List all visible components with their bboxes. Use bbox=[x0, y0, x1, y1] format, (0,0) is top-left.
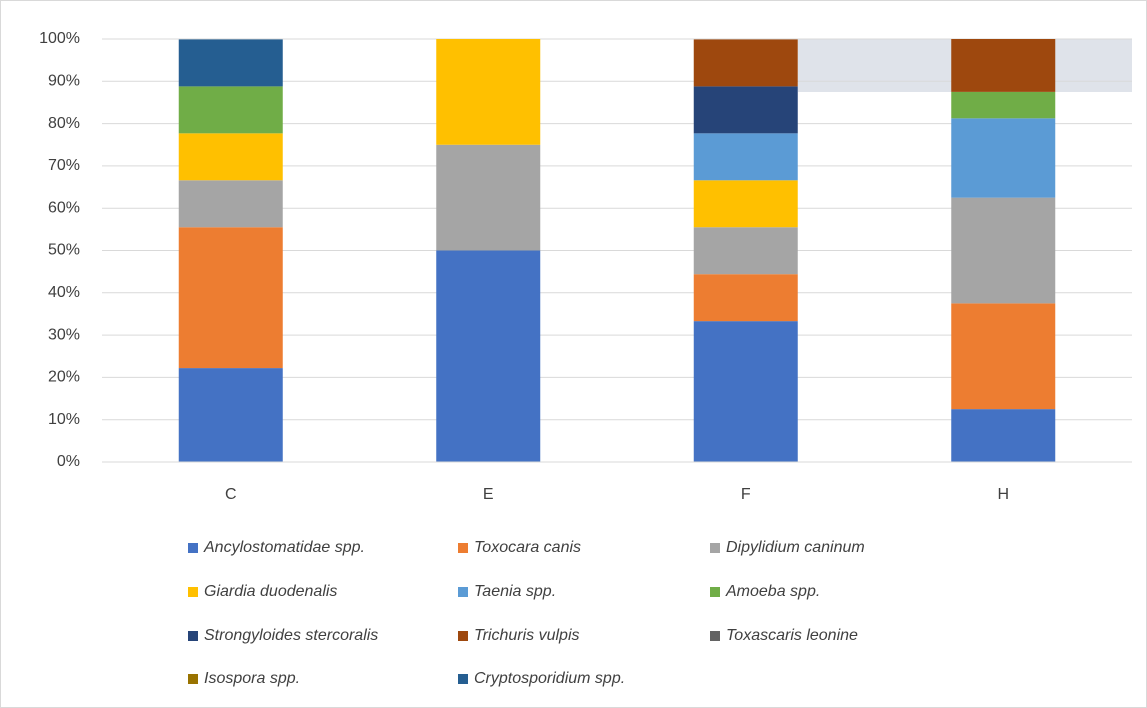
legend-swatch bbox=[458, 631, 468, 641]
legend-label: Cryptosporidium spp. bbox=[474, 670, 625, 687]
y-tick-label: 50% bbox=[48, 242, 80, 259]
y-tick-label: 80% bbox=[48, 115, 80, 132]
bar-segment bbox=[178, 133, 283, 181]
legend-label: Taenia spp. bbox=[474, 583, 556, 600]
x-tick-label: C bbox=[225, 486, 237, 503]
bar-segment bbox=[436, 250, 541, 462]
bar-segment bbox=[951, 118, 1056, 198]
bar-segment bbox=[693, 86, 798, 134]
y-tick-label: 90% bbox=[48, 73, 80, 90]
legend-swatch bbox=[458, 674, 468, 684]
y-tick-label: 10% bbox=[48, 411, 80, 428]
legend-label: Toxocara canis bbox=[474, 539, 581, 556]
legend-swatch bbox=[188, 674, 198, 684]
bar-segment bbox=[951, 39, 1056, 92]
bar-segment bbox=[951, 197, 1056, 304]
legend-label: Isospora spp. bbox=[204, 670, 300, 687]
legend-swatch bbox=[710, 543, 720, 553]
legend-swatch bbox=[188, 631, 198, 641]
x-tick-label: E bbox=[483, 486, 494, 503]
y-tick-label: 0% bbox=[57, 453, 80, 470]
legend-label: Giardia duodenalis bbox=[204, 583, 337, 600]
legend-swatch bbox=[458, 543, 468, 553]
bar-segment bbox=[178, 227, 283, 369]
bar-segment bbox=[436, 144, 541, 251]
bar-segment bbox=[178, 180, 283, 228]
bar-segment bbox=[951, 303, 1056, 410]
legend-swatch bbox=[710, 587, 720, 597]
y-tick-label: 20% bbox=[48, 369, 80, 386]
y-tick-label: 100% bbox=[39, 30, 80, 47]
legend-label: Amoeba spp. bbox=[725, 583, 820, 600]
bar-segment bbox=[436, 39, 541, 145]
bar-segment bbox=[178, 39, 283, 87]
y-tick-label: 40% bbox=[48, 284, 80, 301]
legend-label: Strongyloides stercoralis bbox=[204, 627, 378, 644]
bar-segment bbox=[693, 39, 798, 87]
legend-swatch bbox=[188, 543, 198, 553]
bar-segment bbox=[178, 86, 283, 134]
y-tick-label: 30% bbox=[48, 326, 80, 343]
bar-segment bbox=[951, 91, 1056, 119]
legend-label: Ancylostomatidae spp. bbox=[203, 539, 365, 556]
bar-segment bbox=[951, 409, 1056, 462]
bar-segment bbox=[178, 368, 283, 462]
bar-segment bbox=[693, 133, 798, 181]
legend-swatch bbox=[710, 631, 720, 641]
legend-label: Dipylidium caninum bbox=[726, 539, 865, 556]
y-tick-label: 60% bbox=[48, 199, 80, 216]
legend-swatch bbox=[188, 587, 198, 597]
bar-segment bbox=[693, 274, 798, 322]
x-tick-label: F bbox=[741, 486, 751, 503]
legend-swatch bbox=[458, 587, 468, 597]
bar-segment bbox=[693, 227, 798, 275]
bar-segment bbox=[693, 180, 798, 228]
bar-segment bbox=[693, 321, 798, 462]
x-tick-label: H bbox=[997, 486, 1009, 503]
y-tick-label: 70% bbox=[48, 157, 80, 174]
legend-label: Toxascaris leonine bbox=[726, 627, 858, 644]
legend-label: Trichuris vulpis bbox=[474, 627, 580, 644]
